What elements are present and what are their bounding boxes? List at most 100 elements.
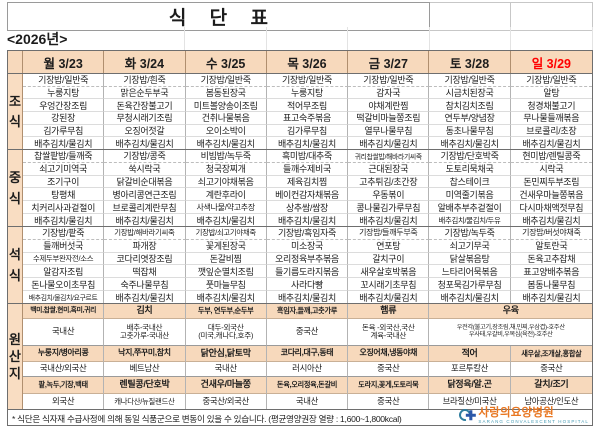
origin-value-cell: 중국산 bbox=[510, 362, 592, 377]
menu-item-cell: 배추김치/물김치 bbox=[348, 137, 430, 149]
origin-category-cell: 닭정육/알.곤 bbox=[429, 377, 511, 394]
origin-category-cell: 누룽지/병아리콩 bbox=[23, 346, 105, 362]
menu-item-cell: 배추김치/물김치 bbox=[522, 215, 581, 226]
menu-item-cell: 열무나물무침 bbox=[348, 124, 430, 138]
menu-item-cell: 배추김치/물김치 bbox=[104, 137, 186, 149]
menu-item-cell: 기장밥/일반죽 bbox=[23, 74, 105, 87]
menu-item-cell: 기장밥/흰죽 bbox=[104, 74, 186, 87]
day-header-0: 월 3/23 bbox=[23, 51, 105, 73]
menu-item-cell: 새우살호박볶음 bbox=[348, 265, 430, 279]
menu-item-cell: 알감자조림 bbox=[23, 265, 105, 279]
menu-item-cell: 돈육간장불고기 bbox=[104, 99, 186, 112]
menu-item-cell: 감자국 bbox=[348, 86, 430, 100]
menu-item-cell: 치커리사과겉절이 bbox=[23, 201, 105, 215]
menu-item-cell: 알배추부추겉절이 bbox=[429, 201, 511, 215]
menu-item-cell: 돈갈비찜 bbox=[185, 252, 267, 266]
menu-item-cell: 콩나물김가루무침 bbox=[348, 201, 430, 215]
menu-item-cell: 들깨버섯국 bbox=[23, 239, 105, 253]
menu-item-cell: 기장밥/버섯야채죽 bbox=[510, 227, 592, 240]
menu-item-cell: 숙주나물무침 bbox=[104, 278, 186, 292]
menu-item-cell: 배추김치/물김치 bbox=[267, 214, 349, 226]
menu-item-cell: 귀리찹쌀밥/해바라기씨죽 bbox=[348, 150, 430, 163]
menu-item-cell: 들깨수제비국 bbox=[266, 162, 349, 176]
menu-item-cell: 도토리묵채국 bbox=[429, 162, 511, 176]
menu-table: 월 3/23 화 3/24 수 3/25 목 3/26 금 3/27 토 3/28 일 3/… bbox=[7, 50, 593, 426]
origin-value-cell: 포르투칼산 bbox=[429, 362, 511, 377]
menu-item-cell: 찹쌀팥밥/들깨죽 bbox=[23, 150, 105, 163]
menu-item-cell: 닭살볶음탕 bbox=[429, 252, 511, 266]
menu-item-cell: 배추김치/물김치 bbox=[348, 291, 430, 303]
origin-value-cell: 베트남산 bbox=[104, 362, 186, 377]
origin-category-cell: 두부, 연두부,순두부 bbox=[185, 304, 267, 319]
menu-item-cell: 강된장 bbox=[23, 111, 105, 125]
year-label: <2026년> bbox=[7, 27, 186, 50]
menu-item-cell: 들기름도라지볶음 bbox=[266, 265, 349, 279]
menu-item-cell: 누룽지탕 bbox=[23, 86, 105, 100]
menu-item-cell: 미소장국 bbox=[266, 239, 349, 253]
origin-category-cell: 닭안심,닭토막 bbox=[185, 346, 267, 362]
menu-item-cell: 상추쌈/쌈장 bbox=[266, 201, 349, 215]
menu-item-cell: 누룽지탕 bbox=[266, 86, 349, 100]
origin-category-cell: 새우살,조개살,홍합살 bbox=[510, 346, 592, 362]
origin-category-cell: 오징어채,냉동야채 bbox=[348, 346, 430, 362]
year-row: <2026년> bbox=[7, 27, 593, 50]
menu-item-cell: 현미밥/렌틸콩죽 bbox=[510, 150, 592, 163]
origin-value-cell: 중국산 bbox=[266, 319, 349, 346]
menu-item-cell: 떡잡채 bbox=[104, 265, 186, 279]
menu-item-cell: 베이컨감자채볶음 bbox=[266, 188, 349, 202]
menu-item-cell: 근대된장국 bbox=[348, 162, 430, 176]
origin-category-cell: 흑임자,들깨,고춧가루 bbox=[266, 304, 349, 319]
menu-item-cell: 청경채불고기 bbox=[510, 99, 592, 112]
origin-value-cell: 돈육 -외국산,국산 계육-국내산 bbox=[348, 319, 430, 346]
origin-value-cell: 우전각(불고기,장조림,채,민찌,우삼겹)-호주산 우사태,우갈비,우목심(육전… bbox=[429, 319, 592, 346]
menu-item-cell: 고추튀김/초간장 bbox=[348, 175, 430, 189]
menu-item-cell: 기장밥/들깨두부죽 bbox=[348, 227, 430, 240]
menu-item-cell: 쑥시락국 bbox=[104, 162, 186, 176]
origin-value-cell: 남아공산/인도산 bbox=[524, 396, 579, 407]
menu-item-cell: 배추김치/물김치 bbox=[186, 214, 267, 226]
menu-item-cell: 참치김치조림 bbox=[429, 99, 511, 112]
menu-item-cell: 연두부/양념장 bbox=[429, 111, 511, 125]
menu-item-cell: 쇠고기무국 bbox=[429, 239, 511, 253]
hospital-subtitle: SARANG CONVALESCENT HOSPITAL bbox=[478, 419, 589, 424]
footer-note: * 식단은 식자재 수급사정에 의해 동일 식품군으로 변동이 있을 수 있습니… bbox=[12, 413, 402, 424]
origin-value-cell: 국내산 bbox=[185, 362, 267, 377]
origin-value-cell: 중국산/외국산 bbox=[186, 394, 267, 410]
menu-item-cell: 기장밥/일반죽 bbox=[266, 74, 349, 87]
menu-item-cell: 오리정육부추볶음 bbox=[266, 252, 349, 266]
menu-item-cell: 갈치구이 bbox=[348, 252, 430, 266]
origin-category-cell: 코다리,대구,동태 bbox=[266, 346, 349, 362]
menu-item-cell: 비빔밥/녹두죽 bbox=[185, 150, 267, 163]
menu-item-cell: 수제두부완자전/소스 bbox=[23, 252, 105, 266]
menu-item-cell: 동초나물무침 bbox=[429, 124, 511, 138]
menu-item-cell: 청포묵김가루무침 bbox=[429, 278, 511, 292]
menu-item-cell: 기장밥/일반죽 bbox=[510, 74, 592, 87]
menu-item-cell: 기장밥/일반죽 bbox=[429, 74, 511, 87]
origin-value-cell: 국내산 bbox=[23, 319, 105, 346]
title-empty-cell bbox=[429, 2, 512, 31]
menu-item-cell: 배추김치/물김치/요구르트 bbox=[23, 291, 105, 303]
menu-item-cell: 느타리어묵볶음 bbox=[429, 265, 511, 279]
menu-item-cell: 배추김치/물김치 bbox=[23, 214, 105, 226]
day-header-4: 금 3/27 bbox=[348, 51, 430, 73]
origin-category-cell: 낙지,쭈꾸미,참치 bbox=[104, 346, 186, 362]
menu-item-cell: 제육김치찜 bbox=[266, 175, 349, 189]
day-header-3: 목 3/26 bbox=[266, 51, 349, 73]
menu-item-cell: 기장밥/단호박죽 bbox=[429, 150, 511, 163]
menu-item-cell: 적어무조림 bbox=[266, 99, 349, 112]
origin-category-cell: 햄류 bbox=[348, 304, 430, 319]
menu-item-cell: 알탕 bbox=[510, 87, 592, 100]
menu-item-cell: 기장밥/일반죽 bbox=[348, 74, 430, 87]
menu-item-cell: 닭갈비순대볶음 bbox=[104, 175, 186, 189]
menu-item-cell: 꼬시래기초무침 bbox=[348, 278, 430, 292]
day-header-corner bbox=[8, 51, 23, 73]
menu-item-cell: 돈민찌두부조림 bbox=[510, 176, 592, 189]
menu-item-cell: 꽃게된장국 bbox=[185, 239, 267, 253]
hospital-logo: ✚ 사랑의요양병원 SARANG CONVALESCENT HOSPITAL bbox=[457, 406, 589, 424]
origin-value-cell: 대두-외국산 (미국,캐나다,호주) bbox=[185, 319, 267, 346]
day-header-2: 수 3/25 bbox=[185, 51, 267, 73]
menu-item-cell: 배추김치/물김치 bbox=[522, 292, 581, 303]
origin-value-cell: 국내산/외국산 bbox=[23, 362, 105, 377]
